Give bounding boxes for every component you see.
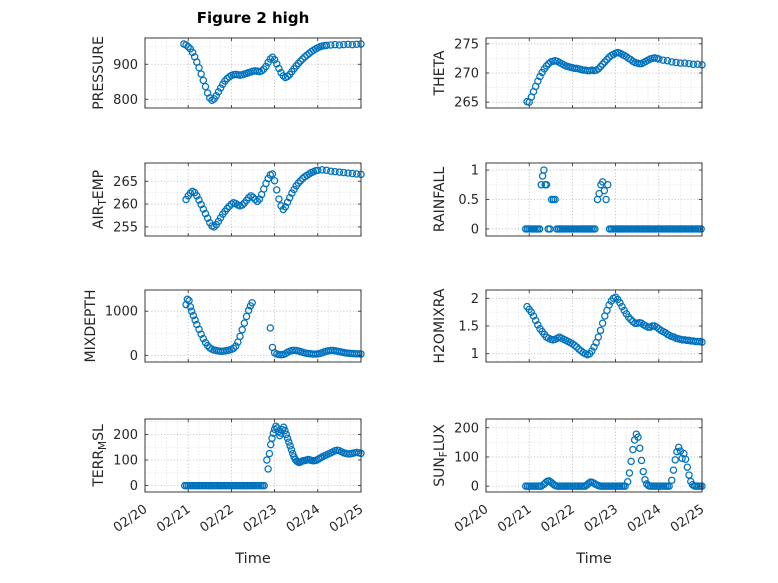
svg-text:270: 270 (454, 67, 479, 82)
svg-text:PRESSURE: PRESSURE (91, 36, 107, 110)
subplot-rainfall: 0 0.5 1 RAINFALL (432, 162, 705, 237)
subplot-pressure: 800 900 PRESSURE (91, 36, 365, 110)
svg-text:02/21: 02/21 (495, 502, 534, 536)
subplot-air-temp: 255 260 265 AIRTEMP (91, 162, 365, 237)
svg-text:02/21: 02/21 (154, 502, 193, 536)
svg-text:200: 200 (454, 421, 479, 436)
svg-text:2: 2 (471, 292, 479, 307)
x-axis-label-left: Time (235, 551, 271, 567)
svg-text:275: 275 (454, 37, 479, 52)
svg-text:100: 100 (454, 450, 479, 465)
svg-text:02/25: 02/25 (668, 502, 707, 536)
svg-text:0: 0 (471, 222, 479, 237)
svg-text:260: 260 (113, 198, 138, 213)
svg-text:H2OMIXRA: H2OMIXRA (432, 288, 448, 363)
svg-text:02/24: 02/24 (284, 502, 323, 536)
svg-text:1: 1 (471, 164, 479, 179)
svg-text:02/22: 02/22 (197, 502, 236, 536)
svg-text:THETA: THETA (432, 50, 448, 96)
subplot-terr-msl: 0 100 200 02/20 02/21 02/22 02/23 02/24 02/25 TER… (91, 418, 366, 536)
svg-text:TERRMSL: TERRMSL (91, 424, 109, 488)
svg-text:0: 0 (130, 349, 138, 364)
svg-text:0.5: 0.5 (458, 193, 479, 208)
svg-text:100: 100 (113, 453, 138, 468)
svg-text:1: 1 (471, 347, 479, 362)
svg-text:02/23: 02/23 (241, 502, 280, 536)
svg-text:02/20: 02/20 (452, 502, 491, 536)
svg-text:02/23: 02/23 (582, 502, 621, 536)
svg-text:1000: 1000 (105, 305, 138, 320)
svg-text:02/25: 02/25 (327, 502, 366, 536)
svg-text:02/24: 02/24 (625, 502, 664, 536)
svg-text:1.5: 1.5 (458, 320, 479, 335)
x-axis-label-right: Time (576, 551, 612, 567)
svg-text:800: 800 (113, 93, 138, 108)
subplot-mixdepth: 0 1000 MIXDEPTH (83, 290, 365, 364)
svg-text:200: 200 (113, 428, 138, 443)
subplot-sun-flux: 0 100 200 02/20 02/21 02/22 02/23 02/24 02/25 SUN… (432, 418, 707, 536)
svg-text:900: 900 (113, 58, 138, 73)
svg-text:0: 0 (130, 479, 138, 494)
svg-text:0: 0 (471, 480, 479, 495)
figure-title: Figure 2 high (196, 9, 310, 27)
svg-text:RAINFALL: RAINFALL (432, 167, 448, 232)
subplot-theta: 265 270 275 THETA (432, 37, 706, 111)
svg-text:265: 265 (454, 96, 479, 111)
svg-text:MIXDEPTH: MIXDEPTH (83, 290, 99, 363)
svg-text:02/22: 02/22 (538, 502, 577, 536)
svg-text:SUNFLUX: SUNFLUX (432, 424, 450, 487)
svg-text:02/20: 02/20 (111, 502, 150, 536)
svg-text:255: 255 (113, 220, 138, 235)
svg-text:AIRTEMP: AIRTEMP (91, 170, 109, 229)
svg-text:265: 265 (113, 175, 138, 190)
subplot-h2omixra: 1 1.5 2 H2OMIXRA (432, 288, 706, 364)
